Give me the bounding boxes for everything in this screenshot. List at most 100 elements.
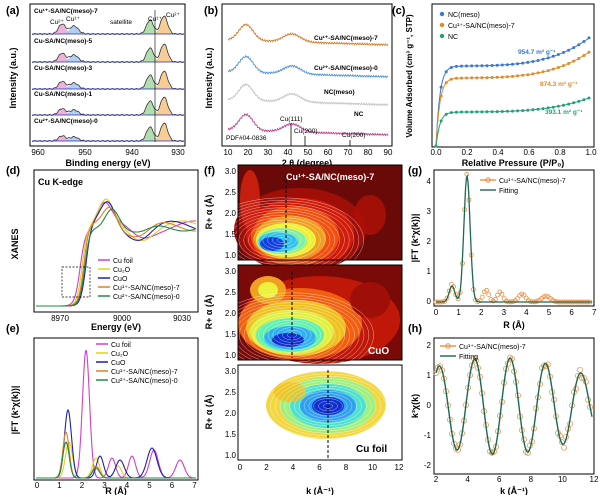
- g-data-point: [455, 296, 461, 302]
- wavelet-contour: [262, 229, 302, 251]
- panel-e-legend: Cu foil Cu₂O CuO Cu¹⁺-SA/NC(meso)-7 Cu²⁺-SA/…: [96, 342, 178, 385]
- panel-g-ylabel: |FT (k³χ(k))|: [410, 214, 420, 263]
- legend-text: NC: [448, 34, 458, 41]
- panel-a-xtick: 940: [125, 148, 139, 157]
- bet-point: [577, 99, 581, 103]
- xps-fit-peak: [47, 24, 77, 34]
- panel-h-ylabel: k³χ(k): [410, 394, 420, 418]
- xps-fit-peak: [56, 136, 92, 141]
- bet-point: [505, 75, 509, 79]
- wavelet-contour: [265, 373, 391, 439]
- xps-fit-peak: [56, 26, 92, 34]
- g-data-point: [552, 298, 558, 304]
- bet-point: [439, 119, 443, 123]
- bet-point: [521, 73, 525, 77]
- bet-point: [460, 64, 463, 68]
- panel-g-xtick: 2: [479, 308, 484, 317]
- bet-point: [521, 109, 525, 113]
- h-data-point: [439, 367, 445, 374]
- legend-marker: [485, 177, 491, 183]
- panel-f-ylabel: R+ α (Å): [204, 395, 214, 430]
- panel-c-ylabel: Volume Adsorbed (cm³ g⁻¹, STP): [405, 14, 414, 138]
- g-fit-line: [436, 173, 592, 303]
- wavelet-contour: [248, 222, 316, 258]
- wavelet-contour: [284, 383, 372, 429]
- panel-h-ytick: -1: [424, 431, 432, 440]
- legend-text: Cu₂O: [111, 351, 129, 358]
- g-data-point: [541, 294, 547, 300]
- panel-e-xtick: 2: [80, 481, 85, 490]
- panel-e-ylabel: |FT (k³χ(k))|: [10, 386, 20, 435]
- panel-e-xtick: 3: [102, 481, 107, 490]
- panel-h-xtick: 10: [558, 475, 567, 484]
- xrd-peak-label: Cu(200): [294, 128, 317, 135]
- g-data-point: [515, 296, 520, 302]
- bet-point: [454, 64, 458, 68]
- bet-point: [572, 101, 576, 105]
- bet-point: [454, 76, 458, 80]
- panel-f-ytick: 3.0: [225, 367, 237, 376]
- xrd-trace: [227, 54, 389, 79]
- legend-marker: [445, 343, 451, 349]
- h-data-point: [491, 448, 497, 455]
- bet-point: [582, 54, 586, 57]
- xrd-label-1: Cu²⁺-SA/NC(meso)-0: [314, 65, 378, 72]
- wavelet-label-1: Cu¹⁺-SA/NC(meso)-7: [286, 172, 374, 182]
- g-data-point: [503, 298, 509, 304]
- bet-point: [470, 110, 474, 114]
- panel-f-ytick: 1.0: [225, 351, 237, 360]
- bet-point: [465, 64, 469, 68]
- legend-text: Cu foil: [111, 342, 131, 349]
- h-data-point: [577, 366, 583, 373]
- xps-fit-peak: [135, 48, 165, 62]
- panel-f-ytick: 2.5: [225, 188, 237, 197]
- panel-d-label: (d): [6, 165, 20, 177]
- bet-point: [511, 109, 514, 113]
- bet-point: [577, 43, 581, 47]
- panel-b-ylabel: Intensity (a.u.): [204, 47, 214, 108]
- wavelet-contour: [322, 403, 334, 409]
- h-data-point: [471, 355, 477, 362]
- bet-point: [556, 53, 560, 56]
- panel-b-frame: [221, 3, 393, 147]
- xps-fit-peak: [135, 127, 165, 141]
- panel-f-ytick: 3.0: [225, 167, 237, 176]
- legend-text: Cu¹⁺-SA/NC(meso)-7: [111, 369, 178, 376]
- panel-g-xtick: 7: [592, 308, 597, 317]
- panel-h-legend: Cu¹⁺-SA/NC(meso)-7 Fitting: [440, 343, 526, 361]
- g-data-point: [479, 294, 485, 300]
- panel-b-xtick: 70: [344, 148, 353, 157]
- xps-fit-peak: [47, 53, 77, 62]
- panel-b-xtick: 10: [224, 148, 233, 157]
- xps-trace-label-0: Cu¹⁺-SA/NC(meso)-7: [34, 8, 98, 15]
- wavelet-map-1: Cu¹⁺-SA/NC(meso)-7: [200, 164, 403, 283]
- xps-fit-peak: [56, 82, 92, 89]
- panel-b-xlabel: 2 θ (degree): [282, 158, 332, 168]
- bet-point: [465, 110, 469, 114]
- g-data-point: [444, 295, 450, 301]
- bet-point: [495, 75, 499, 79]
- panel-f-ytick: 2.0: [225, 409, 237, 418]
- bet-area-2: 393.1 m² g⁻¹: [545, 109, 582, 116]
- wavelet-map-3: Cu foil: [237, 363, 410, 461]
- panel-g-xtick: 6: [569, 308, 574, 317]
- panel-c-xtick: 1.0: [585, 148, 597, 157]
- bet-point: [582, 98, 586, 102]
- g-data-point: [499, 291, 505, 297]
- bet-point: [449, 111, 453, 115]
- bet-point: [572, 59, 576, 63]
- panel-c-xtick: 0.2: [461, 148, 473, 157]
- bet-point: [567, 62, 571, 65]
- panel-f-ylabel: R+ α (Å): [204, 295, 214, 330]
- xps-annot-cu2-left: Cu²⁺: [50, 19, 64, 26]
- bet-point: [434, 144, 438, 148]
- bet-point: [521, 61, 525, 65]
- legend-marker: [439, 11, 445, 17]
- xrd-pdf-label: PDF#04-0836: [226, 135, 267, 142]
- panel-g-xtick: 0: [434, 308, 439, 317]
- bet-point: [516, 62, 520, 66]
- panel-h-ytick: 2: [427, 341, 432, 350]
- xps-fit-peak: [56, 109, 92, 115]
- panel-f-xtick: 8: [344, 463, 349, 472]
